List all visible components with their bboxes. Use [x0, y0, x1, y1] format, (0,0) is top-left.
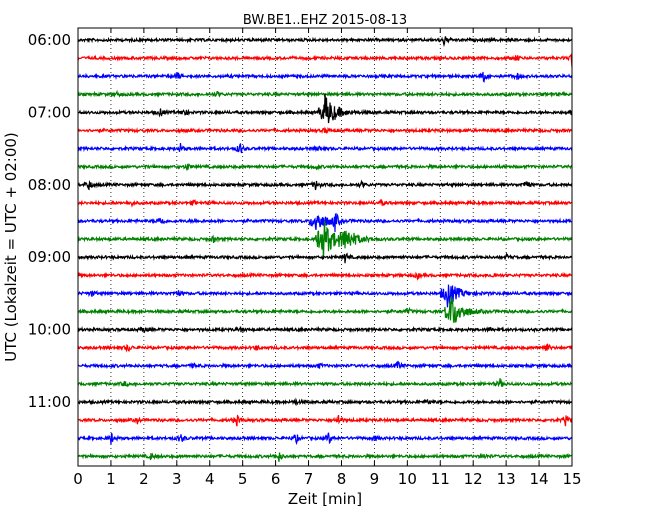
trace-line	[77, 378, 573, 388]
trace-line	[77, 142, 573, 154]
x-tick-label: 14	[530, 470, 549, 488]
trace-line	[77, 36, 573, 48]
x-tick-label: 3	[172, 470, 182, 488]
trace-line	[77, 198, 573, 208]
x-axis: 0 1 2 3 4 5 6 7 8 9 10 11 12 13 14 15	[73, 28, 582, 488]
trace-line	[77, 397, 573, 406]
x-tick-label: 11	[431, 470, 450, 488]
x-tick-label: 2	[139, 470, 149, 488]
trace-line	[77, 295, 573, 323]
trace-line	[77, 360, 573, 370]
trace-line	[77, 252, 573, 264]
x-tick-label: 15	[562, 470, 581, 488]
x-tick-label: 0	[73, 470, 83, 488]
trace-line	[77, 220, 573, 259]
x-axis-label: Zeit [min]	[288, 490, 362, 508]
trace-line	[77, 452, 573, 462]
x-tick-label: 6	[271, 470, 281, 488]
chart-title: BW.BE1..EHZ 2015-08-13	[243, 13, 407, 28]
trace-line	[77, 284, 573, 308]
trace-line	[77, 414, 573, 427]
x-tick-label: 7	[304, 470, 314, 488]
plot-frame	[77, 27, 573, 467]
trace-line	[77, 179, 573, 191]
y-tick-label: 08:00	[28, 176, 71, 194]
y-tick-label: 09:00	[28, 248, 71, 266]
x-tick-label: 5	[238, 470, 248, 488]
y-axis: 06:00 07:00 08:00 09:00 10:00 11:00	[28, 31, 572, 411]
trace-line	[77, 162, 573, 171]
trace-rows	[77, 36, 573, 462]
x-tick-label: 1	[106, 470, 116, 488]
trace-line	[77, 271, 573, 281]
trace-line	[77, 432, 573, 446]
trace-line	[77, 343, 573, 353]
trace-line	[77, 325, 573, 334]
y-tick-label: 10:00	[28, 321, 71, 339]
trace-line	[77, 53, 573, 68]
y-axis-label: UTC (Lokalzeit = UTC + 02:00)	[2, 132, 20, 362]
y-tick-label: 11:00	[28, 393, 71, 411]
x-tick-label: 9	[370, 470, 380, 488]
x-tick-label: 10	[398, 470, 417, 488]
x-tick-label: 13	[497, 470, 516, 488]
x-tick-label: 12	[464, 470, 483, 488]
x-tick-label: 8	[337, 470, 347, 488]
y-tick-label: 07:00	[28, 103, 71, 121]
x-tick-label: 4	[205, 470, 215, 488]
trace-line	[77, 126, 573, 135]
y-tick-label: 06:00	[28, 31, 71, 49]
trace-line	[77, 93, 573, 124]
trace-line	[77, 71, 573, 83]
